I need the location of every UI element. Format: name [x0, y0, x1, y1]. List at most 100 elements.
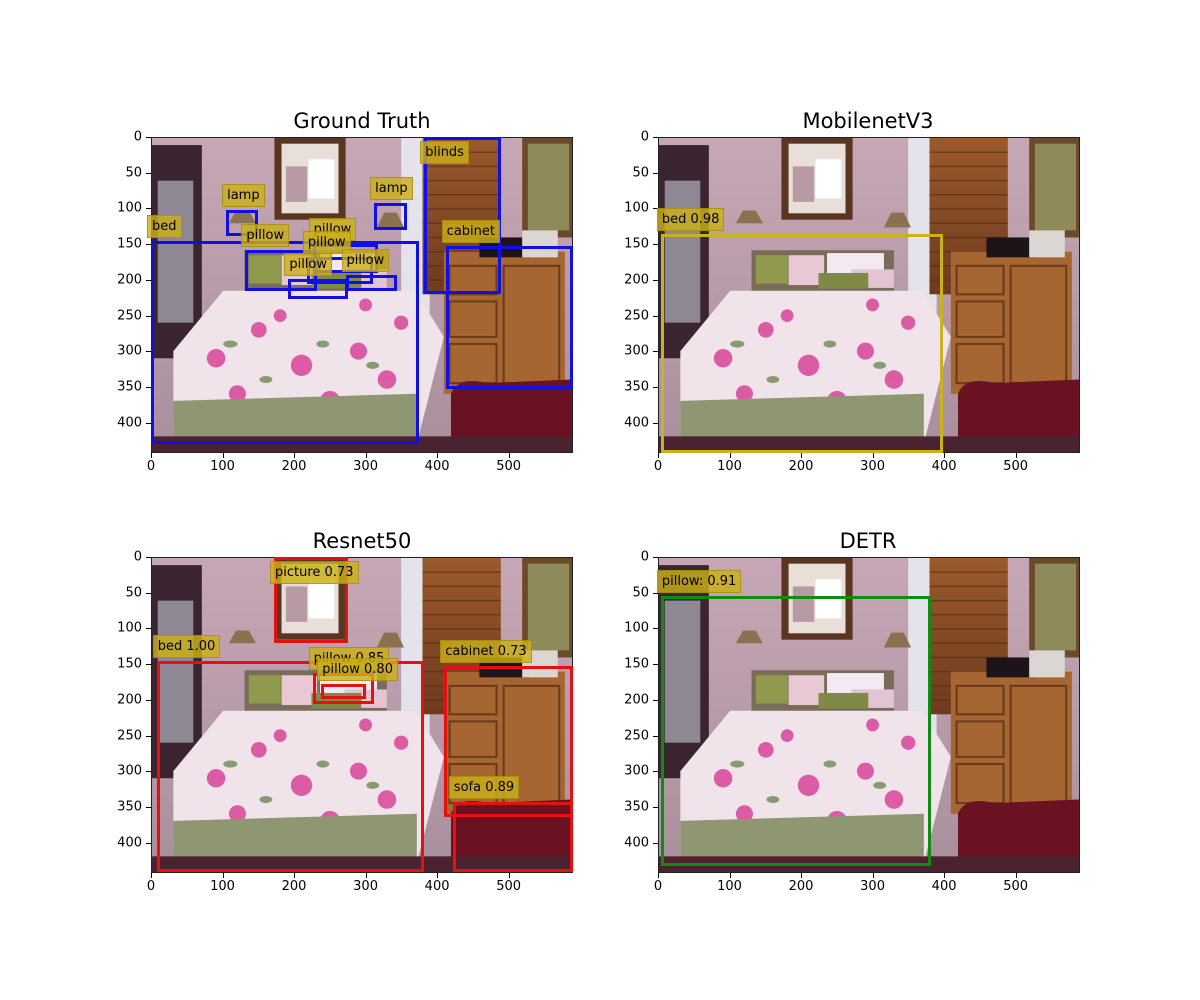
y-tick-label: 400 [624, 415, 649, 431]
y-tick-label: 100 [117, 620, 142, 636]
bounding-box [274, 557, 349, 643]
y-tick-mark [653, 735, 658, 737]
y-tick-label: 300 [117, 343, 142, 359]
y-tick-mark [146, 842, 151, 844]
y-tick-label: 0 [640, 549, 649, 565]
bedroom-photo [152, 558, 572, 872]
x-tick-label: 100 [717, 459, 742, 474]
x-tick-label: 500 [1003, 459, 1029, 474]
x-tick-mark [1015, 873, 1017, 878]
box-label: cabinet [441, 219, 500, 243]
bedroom-photo [659, 138, 1079, 452]
x-tick-mark [294, 453, 296, 458]
y-tick-label: 350 [624, 379, 649, 395]
y-tick-label: 100 [624, 620, 649, 636]
box-label: pillow [341, 248, 390, 272]
x-tick-label: 100 [210, 459, 235, 474]
bedroom-photo [659, 558, 1079, 872]
box-label: lamp [370, 176, 413, 200]
y-tick-label: 50 [125, 165, 142, 181]
y-tick-label: 100 [117, 200, 142, 216]
y-tick-mark [653, 842, 658, 844]
y-tick-label: 50 [632, 585, 649, 601]
x-tick-label: 0 [653, 459, 663, 474]
x-tick-mark [801, 453, 803, 458]
bounding-box [660, 596, 932, 866]
x-tick-label: 0 [653, 879, 663, 894]
bounding-box [452, 801, 573, 872]
x-tick-mark [801, 873, 803, 878]
y-tick-label: 300 [624, 763, 649, 779]
bounding-box [321, 684, 366, 699]
x-tick-label: 0 [146, 459, 156, 474]
y-tick-mark [653, 351, 658, 353]
panel-title: MobilenetV3 [802, 109, 934, 133]
box-label: bed [147, 214, 182, 238]
y-tick-mark [146, 628, 151, 630]
x-tick-label: 400 [424, 879, 450, 894]
y-tick-label: 250 [624, 308, 649, 324]
box-label: cabinet 0.73 [440, 639, 532, 663]
x-tick-label: 500 [1003, 879, 1029, 894]
y-tick-label: 200 [117, 692, 142, 708]
y-tick-mark [146, 699, 151, 701]
bedroom-photo [152, 138, 572, 452]
y-tick-label: 250 [117, 728, 142, 744]
panel-image [658, 557, 1080, 873]
y-tick-mark [146, 664, 151, 666]
x-tick-mark [658, 453, 659, 458]
box-label: blinds [420, 141, 469, 164]
y-tick-mark [146, 279, 151, 281]
y-tick-label: 400 [117, 415, 142, 431]
x-tick-mark [872, 453, 874, 458]
x-tick-mark [729, 453, 731, 458]
x-tick-label: 200 [281, 879, 307, 894]
y-tick-label: 0 [640, 129, 649, 145]
x-tick-label: 500 [496, 879, 522, 894]
bounding-box [345, 274, 398, 291]
y-tick-mark [146, 137, 151, 138]
y-tick-label: 350 [117, 799, 142, 815]
x-tick-mark [1015, 453, 1017, 458]
x-tick-mark [437, 873, 439, 878]
x-tick-label: 400 [931, 879, 957, 894]
bounding-box [444, 665, 573, 818]
y-tick-label: 300 [117, 763, 142, 779]
bounding-box [445, 245, 573, 389]
y-tick-label: 150 [624, 656, 649, 672]
y-tick-label: 250 [624, 728, 649, 744]
x-tick-mark [508, 873, 510, 878]
y-tick-mark [146, 422, 151, 424]
bounding-box [288, 278, 349, 299]
panel-title: Ground Truth [293, 109, 431, 133]
box-label: pillow: 0.91 [656, 570, 742, 594]
y-tick-label: 0 [133, 549, 142, 565]
x-tick-mark [151, 453, 152, 458]
box-label: bed 1.00 [152, 634, 221, 658]
x-tick-mark [222, 453, 224, 458]
y-tick-mark [653, 699, 658, 701]
bounding-box [156, 660, 425, 872]
panel-image [151, 557, 573, 873]
box-label: pillow [302, 231, 351, 255]
y-tick-mark [653, 137, 658, 138]
x-tick-label: 200 [281, 459, 307, 474]
y-tick-label: 100 [624, 200, 649, 216]
x-tick-label: 300 [860, 879, 885, 894]
x-tick-mark [944, 453, 946, 458]
x-tick-label: 0 [146, 879, 156, 894]
y-tick-mark [146, 771, 151, 773]
y-tick-label: 0 [133, 129, 142, 145]
box-label: picture 0.73 [270, 561, 359, 584]
x-tick-label: 100 [210, 879, 235, 894]
x-tick-mark [365, 873, 367, 878]
y-tick-mark [653, 172, 658, 174]
x-tick-label: 200 [788, 459, 814, 474]
y-tick-label: 200 [624, 692, 649, 708]
y-tick-mark [653, 244, 658, 246]
box-label: pillow 0.80 [317, 658, 398, 682]
box-label: pillow [241, 223, 290, 247]
y-tick-label: 250 [117, 308, 142, 324]
y-tick-label: 350 [117, 379, 142, 395]
x-tick-label: 300 [353, 879, 378, 894]
